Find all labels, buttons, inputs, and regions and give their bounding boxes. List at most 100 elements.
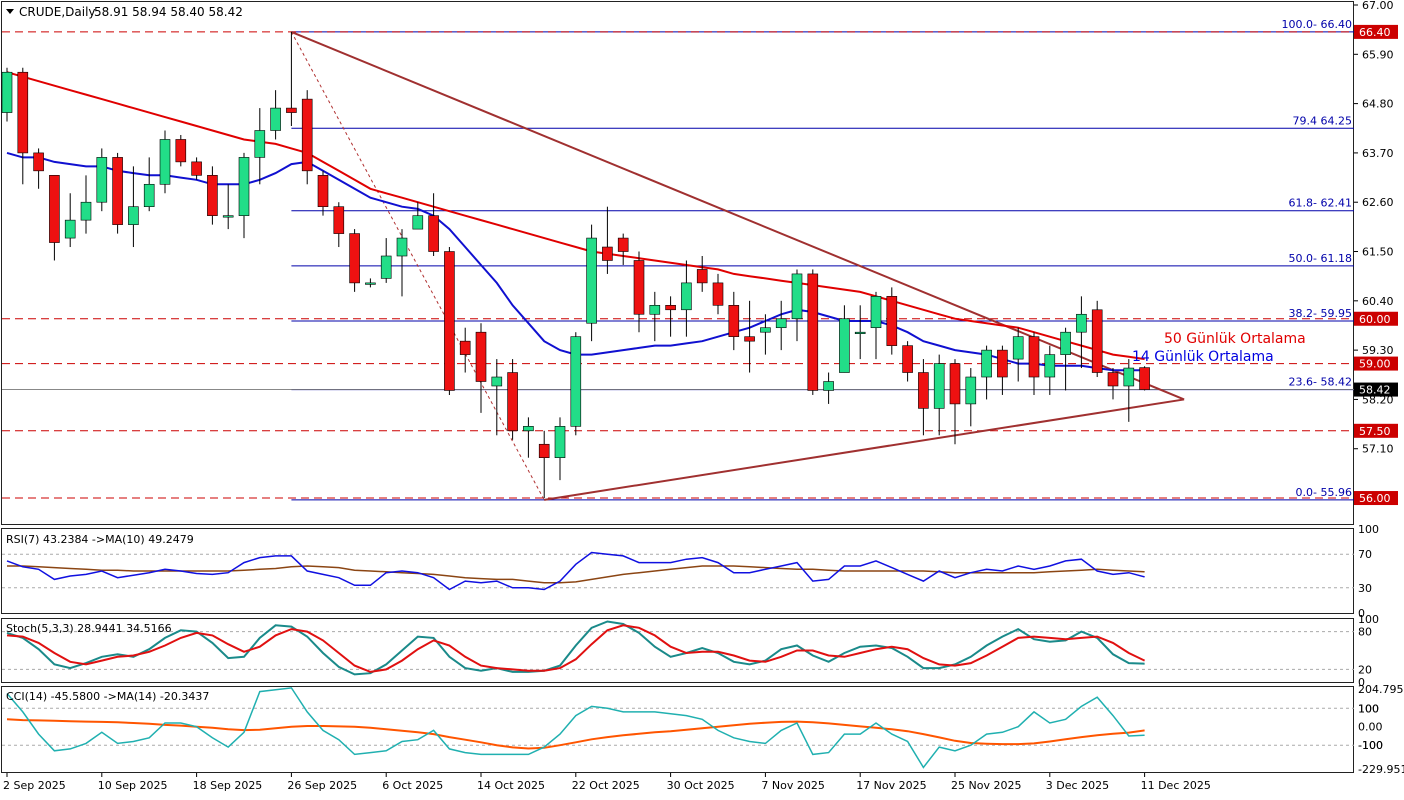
candle-bearish: [728, 305, 740, 337]
fib-level-label: 79.4 64.25: [1293, 114, 1352, 127]
candle-bearish: [807, 273, 819, 391]
rsi-panel[interactable]: [1, 528, 1354, 614]
main-panel[interactable]: [1, 1, 1354, 525]
candle-bullish: [159, 139, 171, 185]
axis-tick-label: 100: [1358, 613, 1379, 626]
price-tick-label: 64.80: [1362, 98, 1394, 111]
candle-bearish: [459, 340, 471, 355]
x-tick-label: 17 Nov 2025: [856, 779, 926, 792]
candle-bullish: [491, 376, 503, 387]
hline-label: 59.00: [1359, 358, 1391, 371]
axis-tick-label: 80: [1358, 626, 1372, 639]
candle-bearish: [507, 372, 518, 432]
candle-bullish: [554, 426, 566, 458]
candle-bearish: [475, 331, 487, 382]
axis-tick-label: -100: [1358, 739, 1383, 752]
candle-bearish: [317, 175, 329, 207]
candle-bullish: [1123, 367, 1135, 387]
axis-tick-label: 30: [1358, 582, 1372, 595]
axis-tick-label: 0: [1358, 676, 1365, 689]
candle-bullish: [222, 215, 234, 218]
candle-bearish: [949, 363, 961, 405]
current-price-label: 58.42: [1359, 384, 1391, 397]
candle-bullish: [965, 376, 977, 405]
x-tick-label: 30 Oct 2025: [667, 779, 735, 792]
candle-bearish: [617, 237, 629, 252]
rsi-line: [6, 551, 1145, 591]
price-tick-label: 65.90: [1362, 48, 1394, 61]
candle-bearish: [49, 175, 60, 243]
candle-bullish: [96, 157, 108, 203]
price-tick-label: 62.60: [1362, 196, 1394, 209]
ma50-annotation: 50 Günlük Ortalama: [1164, 331, 1306, 347]
x-tick-label: 25 Nov 2025: [951, 779, 1021, 792]
candle-bullish: [396, 237, 408, 257]
stoch-panel[interactable]: [1, 618, 1354, 683]
candle-bullish: [64, 219, 76, 239]
candle-bearish: [301, 98, 313, 172]
hline-label: 56.00: [1359, 492, 1391, 505]
price-tick-label: 59.30: [1362, 344, 1394, 357]
candle-bullish: [681, 282, 692, 311]
x-tick-label: 6 Oct 2025: [382, 779, 443, 792]
hline-label-bg: [1354, 356, 1398, 371]
fib-anchor-line: [290, 31, 545, 501]
candle-bullish: [1012, 336, 1024, 360]
candle-bullish: [143, 183, 155, 207]
current-price-bg: [1354, 382, 1398, 397]
x-tick-label: 7 Nov 2025: [761, 779, 824, 792]
candle-bullish: [1060, 331, 1071, 355]
candle-bullish: [933, 363, 945, 409]
axis-tick-label: 204.795: [1358, 683, 1404, 696]
candle-bearish: [349, 233, 360, 284]
axis-tick-label: 0.00: [1358, 721, 1383, 734]
candle-bullish: [238, 157, 250, 216]
candle-bearish: [1107, 372, 1119, 387]
candle-bullish: [839, 318, 850, 373]
candle-bearish: [602, 246, 613, 261]
hline-label-bg: [1354, 423, 1398, 438]
axis-tick-label: 20: [1358, 663, 1372, 676]
price-tick-label: 57.10: [1362, 443, 1394, 456]
hline-label-bg: [1354, 491, 1398, 506]
hline-label: 57.50: [1359, 425, 1391, 438]
candle-bullish: [1, 71, 13, 113]
axis-tick-label: 100: [1358, 523, 1379, 536]
cci-header: CCI(14) -45.5800 ->MA(14) -20.3437: [6, 690, 209, 703]
candle-bullish: [128, 206, 139, 225]
candle-bullish: [1076, 313, 1087, 333]
candle-bearish: [1028, 336, 1040, 378]
candle-bearish: [665, 305, 676, 311]
candle-bullish: [254, 130, 266, 158]
fib-level-label: 100.0- 66.40: [1282, 18, 1352, 31]
candle-bearish: [175, 139, 187, 163]
collapse-triangle-icon[interactable]: [6, 9, 14, 14]
rsi-header: RSI(7) 43.2384 ->MA(10) 49.2479: [6, 533, 194, 546]
candle-bearish: [633, 260, 645, 315]
fib-level-label: 23.6- 58.42: [1289, 376, 1352, 389]
candle-bearish: [902, 345, 913, 373]
symbol-label: CRUDE,Daily: [19, 5, 96, 19]
price-tick-label: 61.50: [1362, 246, 1394, 259]
candle-bullish: [1044, 354, 1056, 378]
candle-bullish: [586, 237, 597, 324]
x-tick-label: 11 Dec 2025: [1141, 779, 1211, 792]
price-tick-label: 58.20: [1362, 393, 1394, 406]
candle-bearish: [428, 215, 439, 252]
hline-label-bg: [1354, 24, 1398, 39]
x-tick-label: 22 Oct 2025: [572, 779, 640, 792]
candle-bullish: [775, 318, 787, 329]
ma50-line: [6, 71, 1145, 361]
candle-bearish: [333, 206, 345, 234]
x-tick-label: 3 Dec 2025: [1046, 779, 1109, 792]
cci-panel[interactable]: [1, 686, 1354, 773]
candle-bullish: [870, 296, 882, 329]
ascending-trendline: [544, 398, 1185, 501]
price-tick-label: 60.40: [1362, 295, 1394, 308]
candle-bearish: [744, 336, 755, 342]
candle-bullish: [365, 282, 376, 285]
x-tick-label: 18 Sep 2025: [193, 779, 263, 792]
axis-tick-label: -229.951: [1358, 763, 1404, 776]
stoch-signal-line: [6, 624, 1146, 673]
